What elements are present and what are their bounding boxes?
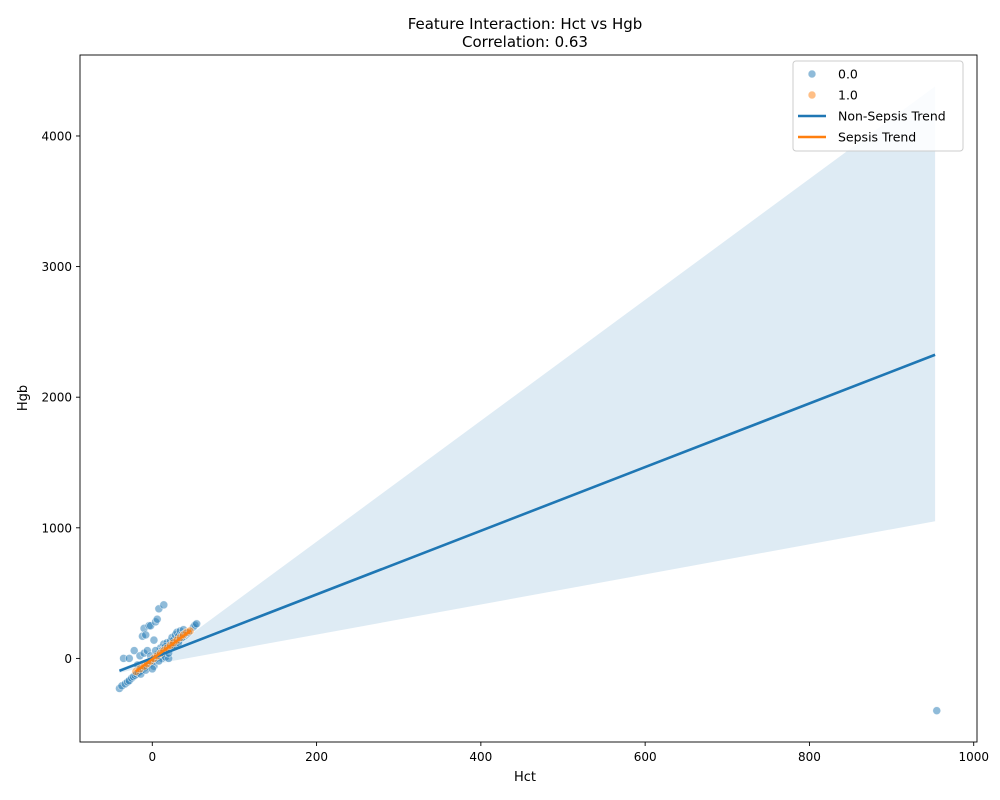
x-tick-label-4: 800 — [798, 750, 821, 764]
legend-marker-0 — [807, 69, 817, 79]
x-tick-label-3: 600 — [634, 750, 657, 764]
x-axis-ticks: 0 200 400 600 800 1000 — [148, 742, 989, 764]
y-tick-label-3: 3000 — [41, 260, 72, 274]
scatter-point-s0-42 — [129, 646, 139, 655]
x-axis-label: Hct — [514, 770, 536, 785]
trend-line-1 — [135, 629, 192, 673]
y-tick-label-4: 4000 — [41, 129, 72, 143]
confidence-band-0 — [119, 86, 936, 673]
scatter-point-s0-66 — [141, 630, 151, 640]
x-tick-label-0: 0 — [148, 750, 156, 764]
scatter-point-s0-71 — [152, 614, 162, 624]
y-axis-label: Hgb — [16, 385, 31, 411]
trend-lines-layer — [118, 353, 936, 673]
scatter-point-s0-69 — [149, 635, 159, 645]
x-tick-label-5: 1000 — [958, 750, 989, 764]
x-tick-label-1: 200 — [305, 750, 328, 764]
scatter-point-s0-92 — [932, 706, 942, 715]
plot-frame — [79, 54, 978, 743]
scatter-point-s0-73 — [159, 600, 169, 610]
y-tick-label-2: 2000 — [41, 391, 72, 405]
legend: 0.0 1.0 Non-Sepsis Trend Sepsis Trend — [792, 60, 964, 152]
y-axis-ticks: 0 1000 2000 3000 4000 — [41, 129, 80, 666]
legend-marker-1 — [807, 90, 817, 100]
chart-subtitle: Correlation: 0.63 — [462, 33, 588, 51]
trend-line-0 — [118, 353, 936, 673]
scatter-point-s0-41 — [124, 654, 134, 663]
legend-label-1: 1.0 — [838, 88, 858, 103]
y-tick-label-1: 1000 — [41, 521, 72, 535]
legend-box — [792, 60, 964, 152]
confidence-band-layer — [119, 86, 936, 673]
y-tick-label-0: 0 — [64, 652, 72, 666]
scatter-point-s0-76 — [192, 619, 201, 629]
legend-label-2: Non-Sepsis Trend — [838, 109, 946, 124]
legend-label-3: Sepsis Trend — [838, 130, 916, 145]
x-tick-label-2: 400 — [469, 750, 492, 764]
legend-label-0: 0.0 — [838, 67, 858, 82]
chart-title: Feature Interaction: Hct vs Hgb — [408, 15, 643, 33]
